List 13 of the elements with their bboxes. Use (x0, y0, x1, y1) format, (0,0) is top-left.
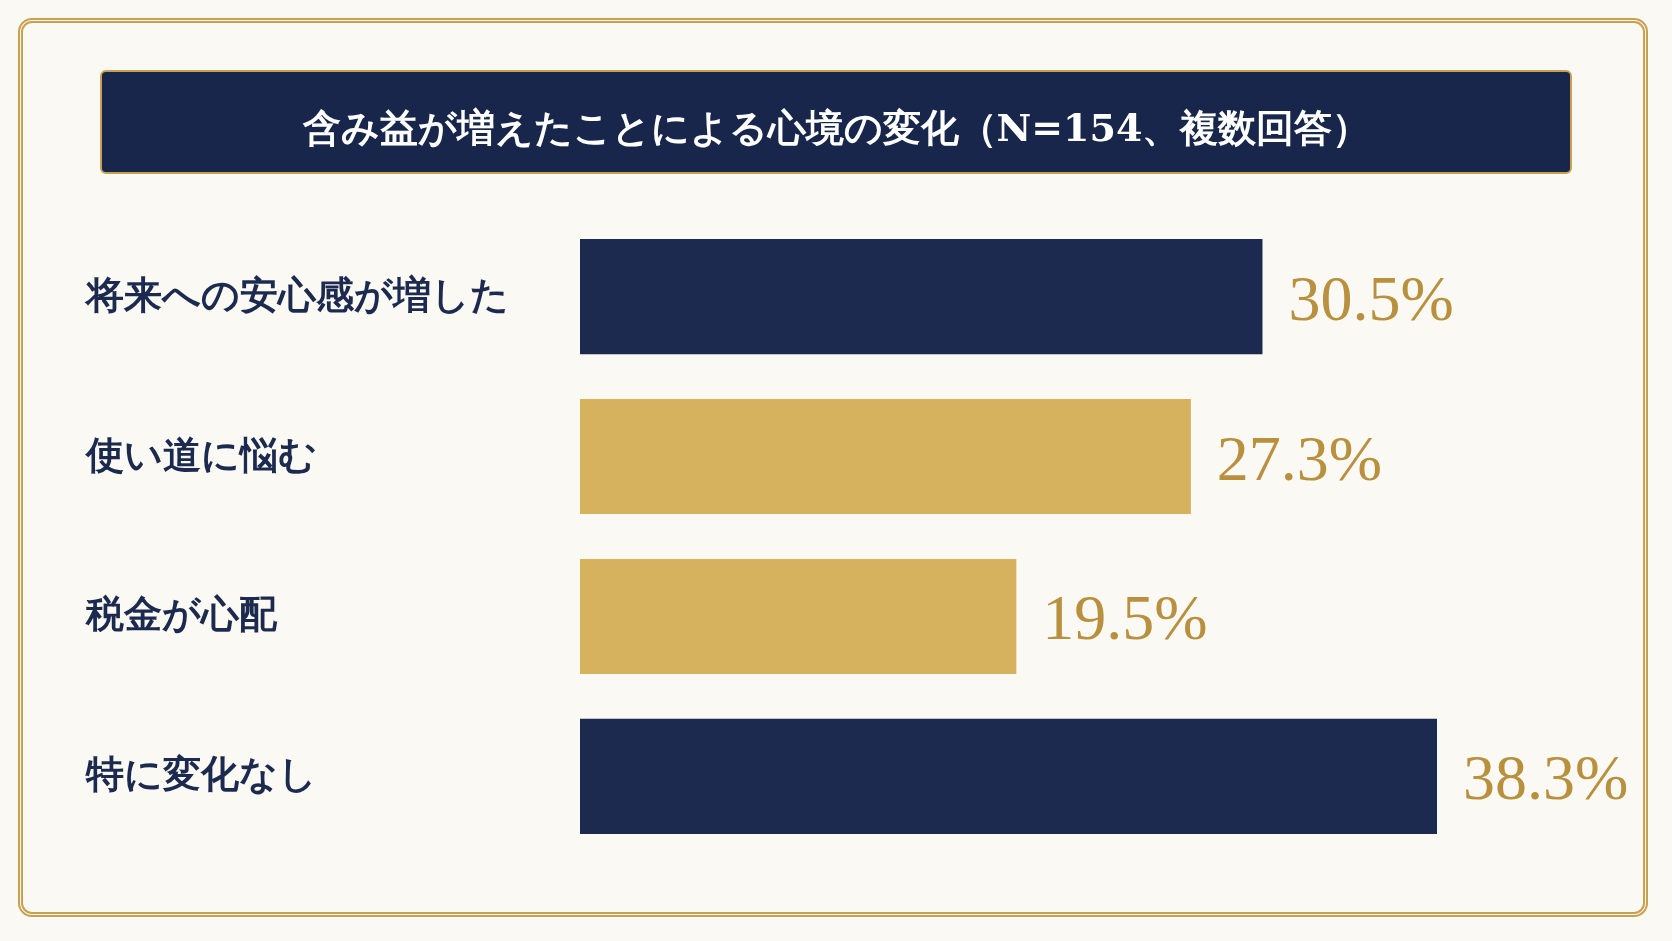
bar (580, 398, 1191, 515)
chart-title: 含み益が増えたことによる心境の変化（N=154、複数回答） (301, 105, 1371, 150)
y-tick-label: 使い道に悩む (83, 431, 317, 477)
bar (580, 239, 1263, 355)
data-label: 38.3% (1463, 742, 1629, 814)
y-tick-label: 税金が心配 (84, 591, 278, 637)
bar (580, 718, 1437, 834)
y-tick-label: 特に変化なし (84, 751, 317, 797)
bar (580, 558, 1017, 675)
data-label: 19.5% (1042, 582, 1208, 654)
data-label: 30.5% (1288, 262, 1454, 334)
data-label: 27.3% (1216, 422, 1383, 494)
y-tick-label: 将来への安心感が増した (83, 271, 509, 317)
